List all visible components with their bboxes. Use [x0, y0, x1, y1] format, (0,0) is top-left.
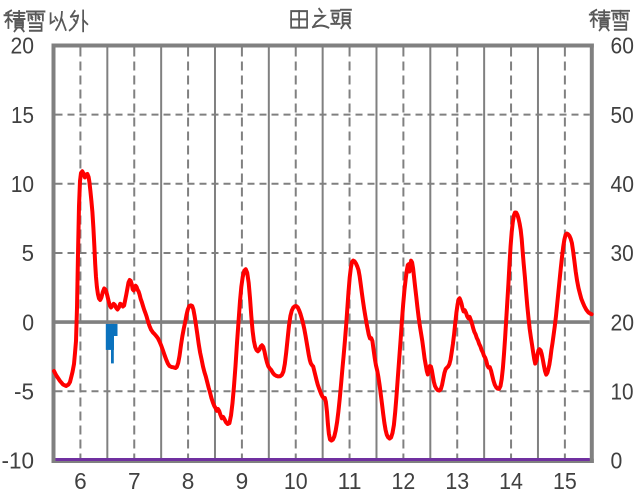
svg-text:0: 0 [22, 309, 34, 335]
svg-text:14: 14 [499, 468, 523, 494]
svg-text:13: 13 [445, 468, 469, 494]
svg-text:-10: -10 [2, 448, 35, 474]
svg-text:20: 20 [611, 309, 635, 335]
svg-text:5: 5 [22, 240, 34, 266]
svg-text:7: 7 [128, 468, 141, 494]
svg-text:30: 30 [611, 240, 634, 266]
svg-text:12: 12 [391, 468, 415, 494]
svg-text:8: 8 [182, 468, 195, 494]
svg-text:-5: -5 [14, 378, 34, 404]
svg-text:15: 15 [553, 468, 577, 494]
svg-text:40: 40 [611, 171, 635, 197]
svg-text:10: 10 [611, 378, 634, 404]
svg-text:50: 50 [611, 102, 634, 128]
svg-text:0: 0 [611, 448, 623, 474]
svg-text:10: 10 [11, 171, 34, 197]
svg-text:6: 6 [74, 468, 87, 494]
svg-text:9: 9 [236, 468, 249, 494]
svg-text:11: 11 [338, 468, 362, 494]
svg-text:10: 10 [284, 468, 308, 494]
svg-text:60: 60 [611, 33, 634, 59]
svg-text:15: 15 [11, 102, 34, 128]
svg-text:20: 20 [11, 33, 35, 59]
